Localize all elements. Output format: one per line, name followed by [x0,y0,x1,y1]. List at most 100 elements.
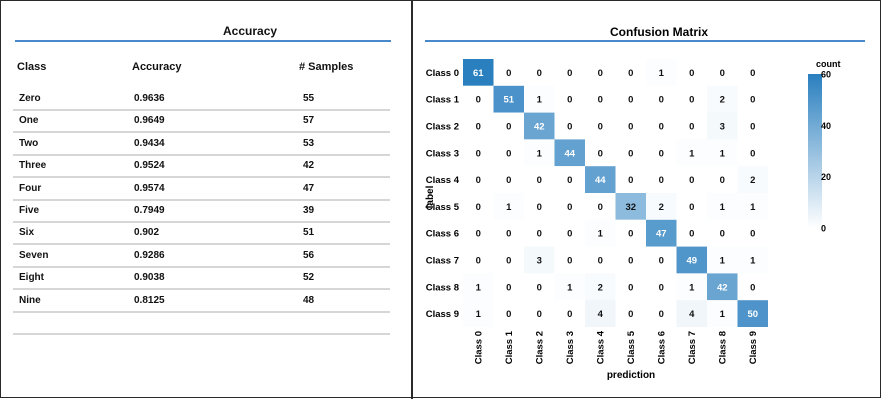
cell-value-label: 0 [628,229,633,240]
heatmap-cell [737,273,768,301]
heatmap-cell [463,139,494,167]
heatmap-cell [707,139,738,167]
heatmap-cell [615,59,646,86]
heatmap-cell [737,139,768,167]
cell-value-label: 0 [476,148,481,159]
row-class: Seven [19,249,49,261]
cell-value-label: 0 [506,148,511,159]
heatmap-cell [707,59,738,86]
table-row: Four 0.9574 47 [13,177,390,201]
heatmap-cell [646,59,677,86]
heatmap-cell [524,300,555,327]
heatmap-cell [463,300,494,327]
table-row: Zero 0.9636 55 [13,87,390,111]
confusion-title-rule [425,40,865,42]
heatmap-cell [707,193,738,220]
cell-value-label: 0 [689,229,694,240]
heatmap-cell [493,273,524,301]
y-tick-label: Class 6 [426,229,459,240]
heatmap-cell [493,59,524,86]
row-class: Eight [19,272,44,284]
cell-value-label: 0 [628,122,633,133]
cell-value-label: 0 [506,282,511,293]
cell-value-label: 0 [659,309,664,320]
heatmap-cell [707,85,738,113]
cell-value-label: 51 [503,95,514,106]
heatmap-cell [524,112,555,140]
y-tick-label: Class 3 [426,148,459,159]
y-tick-label: Class 8 [426,282,459,293]
cell-value-label: 0 [628,282,633,293]
row-class: One [19,115,39,127]
cell-value-label: 0 [567,256,572,267]
heatmap-cell [615,166,646,193]
table-row: Three 0.9524 42 [13,154,390,179]
x-tick-label: Class 9 [748,331,759,364]
cell-value-label: 0 [506,229,511,240]
cell-value-label: 1 [750,256,756,267]
colorbar-tick-label: 40 [821,121,831,131]
heatmap-cell [585,246,616,274]
x-tick-label: Class 0 [473,331,484,364]
cell-value-label: 44 [564,148,575,159]
colorbar-tick-label: 20 [821,172,831,182]
cell-value-label: 0 [506,68,511,79]
heatmap-cell [615,139,646,167]
x-tick-label: Class 3 [565,331,576,364]
heatmap-cell [554,139,585,167]
cell-value-label: 49 [686,256,697,267]
heatmap-cell [554,85,585,113]
cell-value-label: 2 [750,175,755,186]
x-tick-labels: Class 0 Class 1 Class 2 Class 3 Class 4 Class… [473,330,759,364]
heatmap-cell [676,85,707,113]
row-samples: 52 [303,272,315,284]
cell-value-label: 0 [506,175,511,186]
heatmap-cell [524,166,555,193]
heatmap-cell [585,112,616,140]
row-class: Four [19,182,42,194]
cell-value-label: 3 [720,122,725,133]
row-class: Nine [19,294,41,306]
cell-value-label: 0 [476,229,481,240]
cell-value-label: 42 [534,122,545,133]
heatmap-cell [646,246,677,274]
row-samples: 51 [303,227,315,239]
heatmap-cell [524,139,555,167]
heatmap-cell [737,300,768,327]
heatmap-cell [463,193,494,220]
heatmap-cell [646,273,677,301]
heatmap-cell [493,300,524,327]
heatmap-cell [585,139,616,167]
cell-value-label: 1 [720,148,726,159]
cell-value-label: 1 [476,282,482,293]
cell-value-label: 0 [567,122,572,133]
heatmap-cell [585,193,616,220]
heatmap-cell [493,112,524,140]
heatmap-cell [615,85,646,113]
cell-value-label: 0 [537,282,542,293]
cell-value-label: 0 [750,148,755,159]
heatmap-cell [493,246,524,274]
cell-value-label: 0 [659,256,664,267]
heatmap-cell [646,193,677,220]
row-accuracy: 0.9649 [134,115,165,127]
cell-value-label: 0 [750,95,755,106]
cell-value-label: 1 [659,68,665,79]
heatmap-cell [463,273,494,301]
cell-value-label: 4 [598,309,604,320]
heatmap-cell [646,166,677,193]
x-tick-label: Class 2 [534,331,545,364]
heatmap-cell [524,85,555,113]
heatmap-cell [646,300,677,327]
table-row [13,311,390,335]
x-tick-label: Class 8 [717,331,728,364]
heatmap-cell [493,219,524,247]
cell-value-label: 0 [720,175,725,186]
heatmap-cell [615,219,646,247]
cell-value-label: 0 [750,68,755,79]
cell-value-label: 0 [598,256,603,267]
cell-value-label: 0 [537,68,542,79]
row-samples: 42 [303,160,315,172]
cell-value-label: 0 [628,148,633,159]
